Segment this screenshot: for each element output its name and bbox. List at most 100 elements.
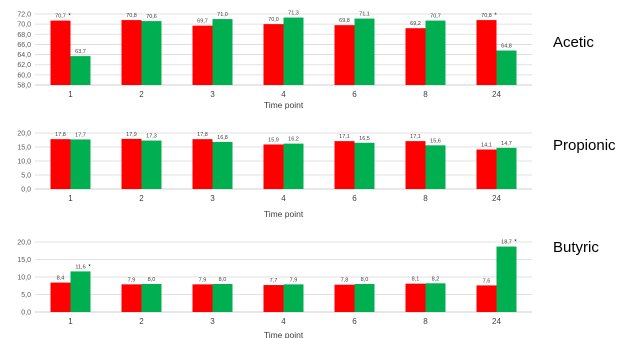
- data-label: 7,7: [270, 278, 278, 284]
- bar: [263, 285, 284, 312]
- bar: [70, 139, 91, 189]
- y-tick-label: 10,0: [17, 275, 31, 282]
- data-label: 17,3: [146, 134, 157, 140]
- data-label: 14,1: [481, 143, 492, 149]
- bar: [263, 144, 284, 189]
- data-label: 8,0: [148, 277, 156, 283]
- bar: [425, 145, 446, 189]
- y-tick-label: 62,0: [17, 62, 31, 69]
- bar: [283, 284, 304, 312]
- x-tick-label: 24: [492, 317, 501, 326]
- data-label: 17,7: [75, 132, 86, 138]
- bar: [283, 143, 304, 189]
- x-tick-label: 2: [139, 90, 144, 99]
- data-label: 70,8: [126, 13, 137, 19]
- data-label: 71,3: [288, 11, 299, 17]
- bar: [496, 50, 517, 85]
- bar: [334, 25, 355, 85]
- x-tick-label: 1: [68, 90, 73, 99]
- data-label: 7,8: [341, 278, 349, 284]
- data-label: 8,0: [219, 277, 227, 283]
- data-label: 71,1: [359, 12, 370, 18]
- bar: [476, 149, 497, 189]
- x-tick-label: 1: [68, 194, 73, 203]
- x-tick-label: 1: [68, 317, 73, 326]
- y-tick-label: 60,0: [17, 72, 31, 79]
- data-label: 17,8: [197, 132, 208, 138]
- bar: [354, 18, 375, 85]
- data-label: 8,1: [412, 277, 420, 283]
- chart-title: Butyric: [553, 239, 599, 256]
- x-tick-label: 3: [210, 317, 215, 326]
- bar: [192, 139, 213, 189]
- bar: [425, 20, 446, 85]
- data-label: 64,8: [501, 44, 512, 50]
- bar: [405, 141, 426, 189]
- data-label: 16,5: [359, 136, 370, 142]
- bar: [476, 20, 497, 85]
- data-label: 8,4: [57, 276, 65, 282]
- data-label: 7,9: [199, 277, 207, 283]
- data-label: 7,6: [483, 278, 491, 284]
- x-tick-label: 8: [423, 317, 428, 326]
- bar: [50, 139, 71, 189]
- bar: [425, 283, 446, 312]
- data-label: 70,7: [430, 14, 441, 20]
- data-label: 17,8: [55, 132, 66, 138]
- x-tick-label: 8: [423, 194, 428, 203]
- data-label: 70,7: [55, 14, 66, 20]
- bar: [121, 20, 142, 85]
- bar: [141, 140, 162, 189]
- y-tick-label: 15,0: [17, 145, 31, 152]
- y-tick-label: 5,0: [21, 292, 31, 299]
- bar: [354, 142, 375, 189]
- bar: [212, 19, 233, 86]
- y-tick-label: 20,0: [17, 131, 31, 138]
- bar: [212, 284, 233, 312]
- data-label: 7,9: [128, 277, 136, 283]
- y-tick-label: 20,0: [17, 240, 31, 247]
- bar: [141, 21, 162, 86]
- x-tick-label: 2: [139, 194, 144, 203]
- x-axis-title: Time point: [264, 209, 304, 219]
- x-tick-label: 6: [352, 90, 357, 99]
- x-tick-label: 6: [352, 317, 357, 326]
- y-tick-label: 66,0: [17, 42, 31, 49]
- data-label: 8,0: [361, 277, 369, 283]
- data-label: 15,6: [430, 138, 441, 144]
- x-tick-label: 6: [352, 194, 357, 203]
- data-label: 18,7: [501, 240, 512, 246]
- bar: [334, 284, 355, 312]
- data-label: 69,8: [339, 18, 350, 24]
- y-tick-label: 58,0: [17, 83, 31, 90]
- y-tick-label: 15,0: [17, 257, 31, 264]
- bar: [263, 24, 284, 85]
- x-tick-label: 3: [210, 194, 215, 203]
- bar: [496, 147, 517, 189]
- chart-title: Propionic: [553, 137, 616, 154]
- data-label: 71,0: [217, 12, 228, 18]
- significance-marker: *: [514, 240, 517, 246]
- y-tick-label: 10,0: [17, 159, 31, 166]
- bar: [141, 284, 162, 312]
- x-tick-label: 24: [492, 194, 501, 203]
- x-tick-label: 4: [281, 90, 286, 99]
- bar: [496, 246, 517, 312]
- bar: [70, 56, 91, 85]
- bar: [334, 141, 355, 189]
- y-tick-label: 5,0: [21, 173, 31, 180]
- bar: [405, 283, 426, 312]
- data-label: 11,6: [75, 264, 85, 270]
- data-label: 63,7: [75, 49, 86, 55]
- x-tick-label: 4: [281, 317, 286, 326]
- bar: [121, 138, 142, 189]
- significance-marker: *: [88, 264, 91, 270]
- data-label: 69,2: [410, 21, 421, 27]
- data-label: 16,2: [288, 137, 299, 143]
- bar: [212, 141, 233, 189]
- data-label: 17,9: [126, 132, 137, 138]
- bar: [283, 17, 304, 85]
- bar: [70, 271, 91, 312]
- bar: [192, 284, 213, 312]
